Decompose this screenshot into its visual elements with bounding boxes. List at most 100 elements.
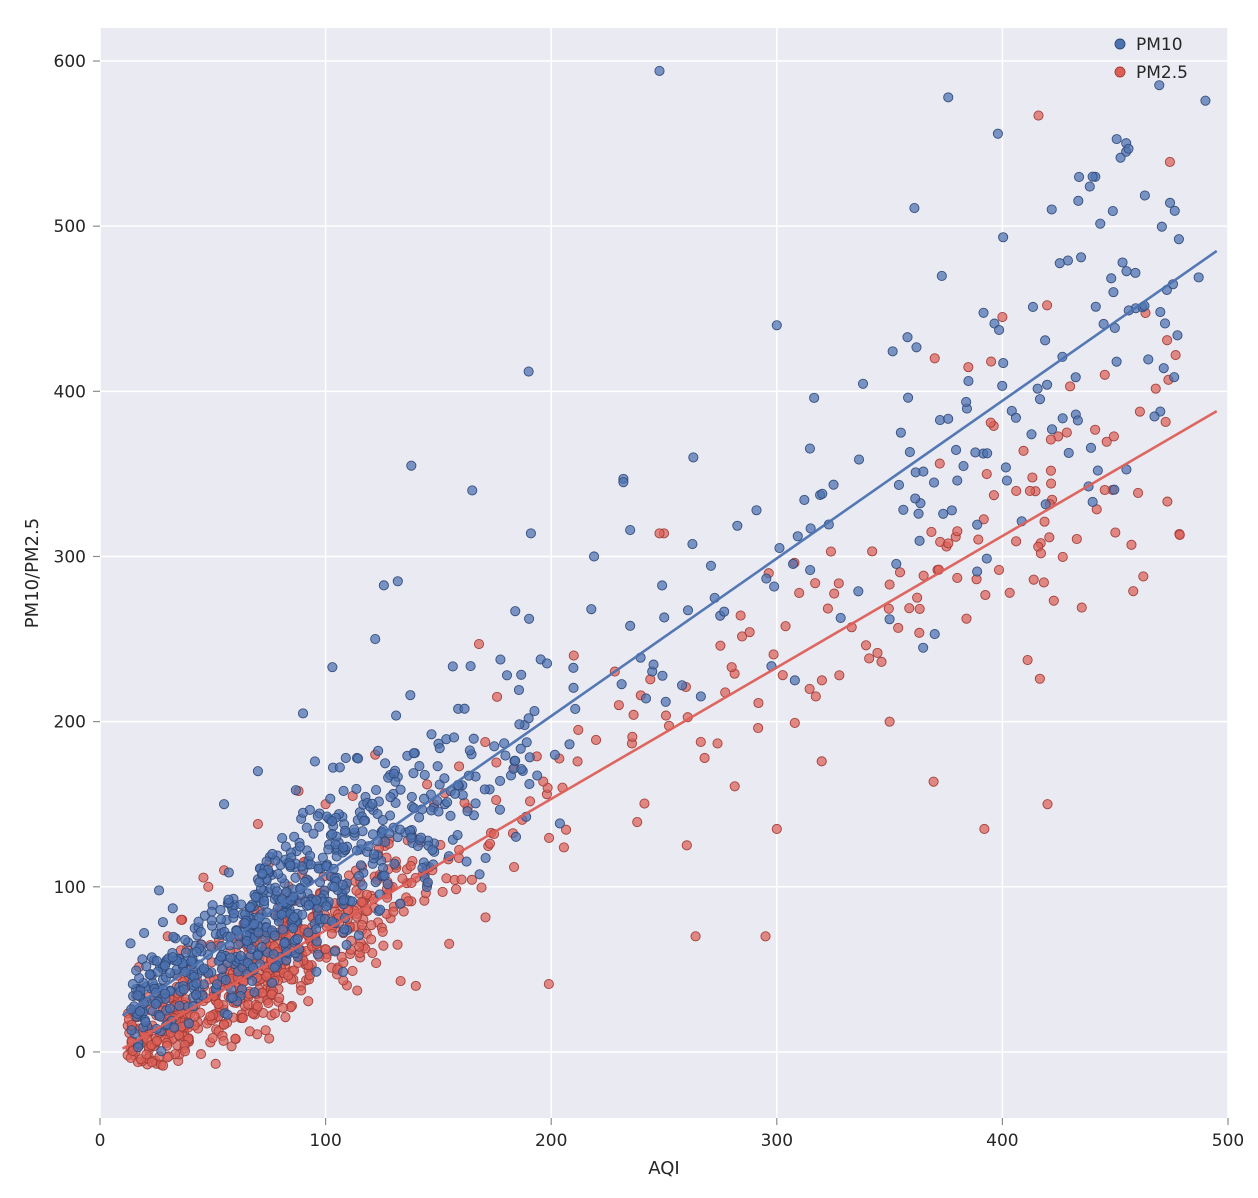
point (1096, 219, 1105, 228)
point (393, 940, 402, 949)
point (733, 521, 742, 530)
point (250, 988, 259, 997)
point (661, 711, 670, 720)
point (658, 671, 667, 680)
point (1139, 572, 1148, 581)
point (396, 976, 405, 985)
point (655, 529, 664, 538)
point (1043, 800, 1052, 809)
point (463, 807, 472, 816)
point (359, 816, 368, 825)
point (885, 580, 894, 589)
point (435, 744, 444, 753)
point (811, 579, 820, 588)
point (481, 853, 490, 862)
point (295, 842, 304, 851)
point (204, 882, 213, 891)
point (216, 915, 225, 924)
point (160, 989, 169, 998)
point (433, 762, 442, 771)
point (219, 1036, 228, 1045)
point (626, 525, 635, 534)
point (391, 777, 400, 786)
point (1174, 235, 1183, 244)
point (754, 723, 763, 732)
point (790, 718, 799, 727)
point (696, 737, 705, 746)
point (1055, 259, 1064, 268)
point (854, 455, 863, 464)
point (492, 795, 501, 804)
point (290, 913, 299, 922)
point (224, 895, 233, 904)
point (328, 829, 337, 838)
point (192, 979, 201, 988)
point (216, 905, 225, 914)
point (982, 554, 991, 563)
point (270, 963, 279, 972)
point (206, 1012, 215, 1021)
point (357, 920, 366, 929)
point (305, 805, 314, 814)
point (834, 579, 843, 588)
point (492, 692, 501, 701)
point (986, 418, 995, 427)
point (180, 1047, 189, 1056)
point (1035, 395, 1044, 404)
point (858, 379, 867, 388)
point (219, 1020, 228, 1029)
point (286, 861, 295, 870)
point (658, 581, 667, 590)
point (270, 931, 279, 940)
point (1107, 274, 1116, 283)
point (330, 882, 339, 891)
point (790, 676, 799, 685)
point (1025, 486, 1034, 495)
point (720, 607, 729, 616)
point (937, 271, 946, 280)
point (142, 1050, 151, 1059)
point (805, 444, 814, 453)
point (565, 740, 574, 749)
point (1034, 111, 1043, 120)
point (368, 799, 377, 808)
point (293, 934, 302, 943)
point (1165, 157, 1174, 166)
point (1163, 497, 1172, 506)
point (1150, 412, 1159, 421)
point (649, 660, 658, 669)
point (591, 735, 600, 744)
point (885, 615, 894, 624)
point (905, 604, 914, 613)
point (1171, 350, 1180, 359)
point (229, 909, 238, 918)
point (1165, 198, 1174, 207)
point (310, 757, 319, 766)
point (313, 812, 322, 821)
point (371, 634, 380, 643)
point (258, 869, 267, 878)
point (152, 956, 161, 965)
point (896, 428, 905, 437)
point (339, 843, 348, 852)
point (775, 543, 784, 552)
point (217, 965, 226, 974)
point (927, 527, 936, 536)
point (761, 932, 770, 941)
point (133, 991, 142, 1000)
point (170, 1023, 179, 1032)
point (265, 1034, 274, 1043)
point (304, 901, 313, 910)
point (179, 985, 188, 994)
point (1162, 336, 1171, 345)
point (1029, 575, 1038, 584)
point (468, 486, 477, 495)
point (236, 951, 245, 960)
point (427, 730, 436, 739)
point (238, 1013, 247, 1022)
point (132, 966, 141, 975)
point (525, 753, 534, 762)
point (1002, 476, 1011, 485)
point (1151, 384, 1160, 393)
point (341, 753, 350, 762)
